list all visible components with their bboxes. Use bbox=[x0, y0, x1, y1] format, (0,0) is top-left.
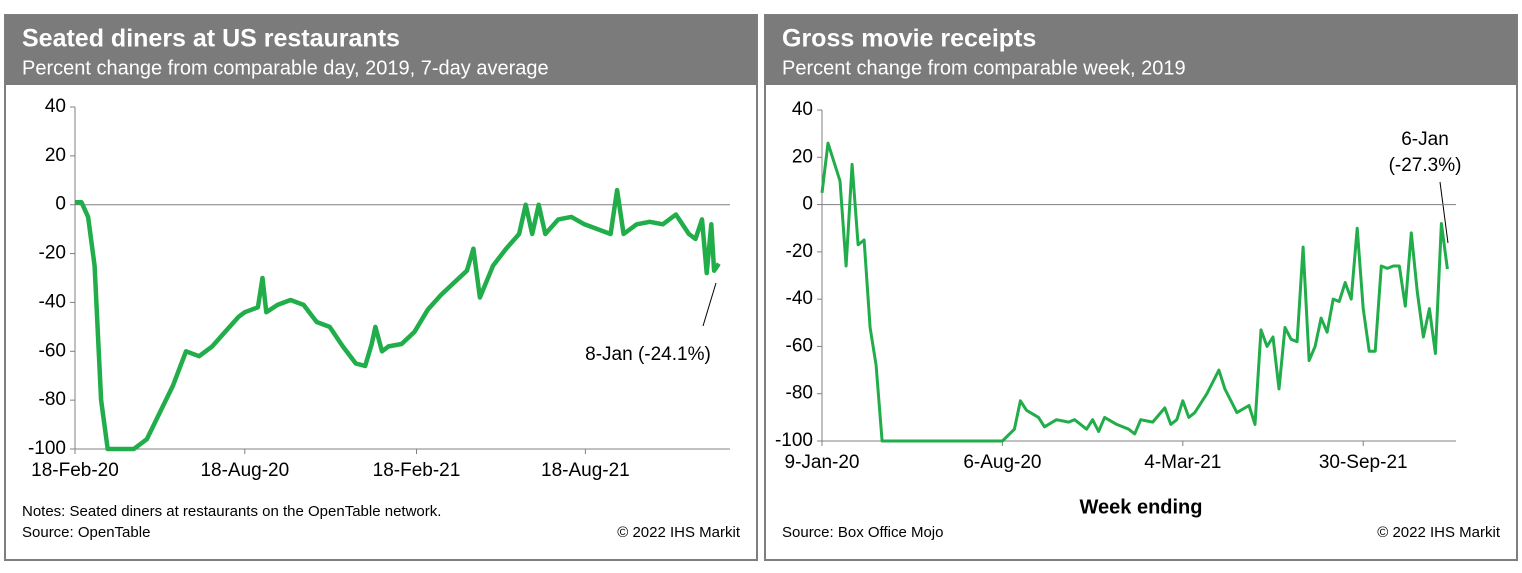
annotation: (-27.3%) bbox=[1389, 155, 1462, 176]
y-tick-label: 40 bbox=[792, 99, 813, 120]
y-tick-label: -80 bbox=[39, 389, 66, 410]
panel-header bbox=[5, 15, 757, 85]
y-tick-label: 40 bbox=[45, 96, 66, 117]
y-tick-label: -60 bbox=[786, 335, 813, 356]
source: Source: OpenTable bbox=[22, 524, 150, 541]
y-tick-label: -20 bbox=[786, 241, 813, 262]
y-tick-label: -60 bbox=[39, 340, 66, 361]
y-tick-label: 0 bbox=[802, 194, 813, 215]
leader-line bbox=[702, 282, 717, 327]
panel bbox=[764, 14, 1518, 561]
x-tick-label: 9-Jan-20 bbox=[785, 452, 860, 473]
chart-subtitle: Percent change from comparable day, 2019… bbox=[22, 57, 549, 79]
y-tick-label: -100 bbox=[775, 430, 813, 451]
x-tick-label: 30-Sep-21 bbox=[1319, 452, 1408, 473]
copyright: © 2022 IHS Markit bbox=[1377, 524, 1501, 541]
x-tick-label: 18-Feb-20 bbox=[31, 460, 119, 481]
panel bbox=[4, 14, 758, 561]
y-tick-label: -20 bbox=[39, 243, 66, 264]
chart-subtitle: Percent change from comparable week, 201… bbox=[782, 57, 1186, 79]
chart-title: Seated diners at US restaurants bbox=[22, 25, 400, 53]
y-tick-label: -40 bbox=[39, 291, 66, 312]
y-tick-label: 20 bbox=[45, 145, 66, 166]
annotation: 6-Jan bbox=[1401, 129, 1449, 150]
y-tick-label: 20 bbox=[792, 146, 813, 167]
panel-header bbox=[765, 15, 1517, 85]
leader-line bbox=[1439, 181, 1449, 244]
source: Source: Box Office Mojo bbox=[782, 524, 943, 541]
x-tick-label: 18-Feb-21 bbox=[373, 460, 461, 481]
y-tick-label: -100 bbox=[28, 438, 66, 459]
chart-title: Gross movie receipts bbox=[782, 25, 1036, 53]
y-tick-label: 0 bbox=[55, 194, 66, 215]
y-tick-label: -40 bbox=[786, 288, 813, 309]
copyright: © 2022 IHS Markit bbox=[617, 524, 741, 541]
x-tick-label: 6-Aug-20 bbox=[963, 452, 1041, 473]
y-tick-label: -80 bbox=[786, 383, 813, 404]
x-tick-label: 4-Mar-21 bbox=[1144, 452, 1221, 473]
data-line bbox=[75, 187, 721, 452]
data-line bbox=[820, 141, 1449, 443]
x-tick-label: 18-Aug-20 bbox=[200, 460, 289, 481]
x-tick-label: 18-Aug-21 bbox=[541, 460, 630, 481]
annotation: 8-Jan (-24.1%) bbox=[585, 344, 711, 365]
notes: Notes: Seated diners at restaurants on t… bbox=[22, 503, 441, 520]
x-axis-title: Week ending bbox=[1080, 496, 1203, 518]
